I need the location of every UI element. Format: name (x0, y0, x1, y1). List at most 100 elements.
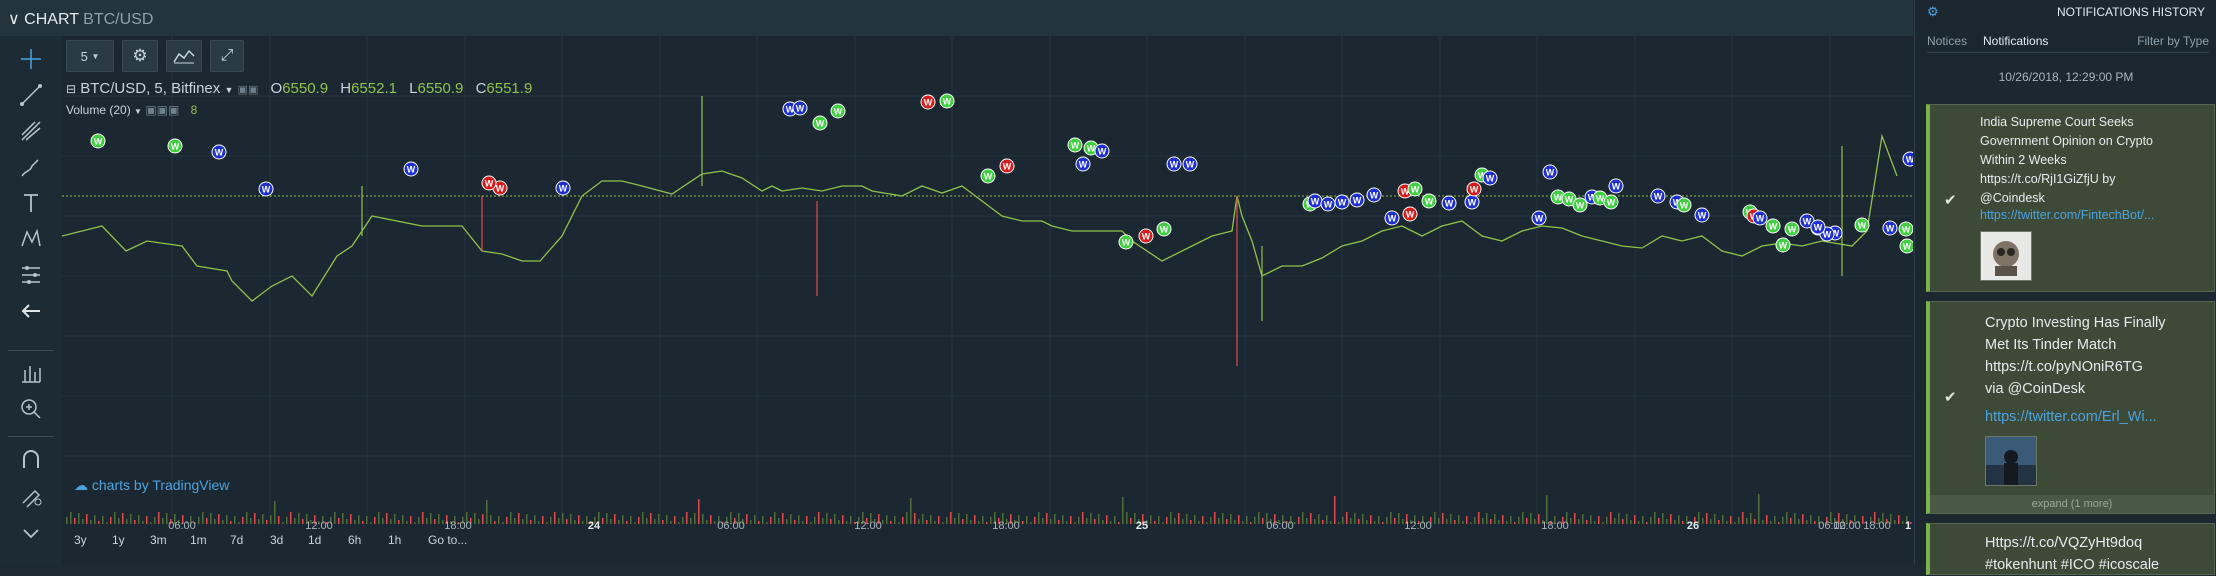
card-link[interactable]: https://twitter.com/Erl_Wi... (1985, 409, 2157, 425)
filter-by-type[interactable]: Filter by Type (2137, 34, 2209, 48)
news-marker[interactable] (1572, 197, 1588, 213)
range-button[interactable]: 3d (270, 533, 284, 547)
news-marker[interactable] (830, 103, 846, 119)
news-marker[interactable] (1402, 206, 1418, 222)
news-marker[interactable] (1531, 210, 1547, 226)
brush-tool-icon[interactable] (16, 152, 46, 182)
lock-drawings-icon[interactable] (16, 480, 46, 510)
news-marker[interactable] (1384, 210, 1400, 226)
volume-label[interactable]: Volume (20) (66, 103, 131, 117)
news-marker[interactable] (1156, 221, 1172, 237)
news-marker[interactable] (1854, 217, 1870, 233)
price-line[interactable] (62, 133, 1898, 302)
news-marker[interactable] (481, 175, 497, 191)
settings-button[interactable]: ⚙ (122, 40, 158, 72)
text-tool-icon[interactable] (16, 188, 46, 218)
instrument-label[interactable]: BTC/USD, 5, Bitfinex (80, 80, 221, 97)
range-button[interactable]: 7d (230, 533, 244, 547)
range-button[interactable]: 3y (74, 533, 87, 547)
toolbar-expand-chevron-icon[interactable] (16, 518, 46, 548)
news-marker[interactable] (1118, 234, 1134, 250)
news-marker[interactable] (1902, 151, 1913, 167)
collapse-legend-icon[interactable]: ⊟ (66, 82, 77, 96)
news-marker[interactable] (1650, 188, 1666, 204)
card-thumbnail[interactable] (1980, 231, 2032, 281)
tradingview-attribution[interactable]: ☁ charts by TradingView (74, 477, 229, 494)
back-arrow-icon[interactable] (16, 296, 46, 326)
news-marker[interactable] (1334, 194, 1350, 210)
news-marker[interactable] (1676, 197, 1692, 213)
news-marker[interactable] (939, 93, 955, 109)
news-marker[interactable] (812, 115, 828, 131)
pitchfork-tool-icon[interactable] (16, 116, 46, 146)
news-marker[interactable] (1765, 218, 1781, 234)
range-button[interactable]: 1y (112, 533, 125, 547)
news-marker[interactable] (1094, 143, 1110, 159)
news-marker[interactable] (1775, 237, 1791, 253)
news-marker[interactable] (1882, 220, 1898, 236)
news-marker[interactable] (1784, 221, 1800, 237)
range-button[interactable]: 1d (308, 533, 322, 547)
range-button[interactable]: Go to... (428, 533, 468, 547)
range-button[interactable]: 1h (388, 533, 402, 547)
notifications-settings-icon[interactable]: ⚙ (1927, 4, 1939, 19)
magnet-icon[interactable] (16, 444, 46, 474)
prediction-tool-icon[interactable] (16, 260, 46, 290)
indicators-button[interactable] (166, 40, 202, 72)
card-thumbnail[interactable] (1985, 436, 2037, 486)
tab-notifications[interactable]: Notifications (1983, 34, 2049, 48)
volume-dropdown-icon[interactable]: ▼ (134, 107, 142, 116)
news-marker[interactable] (1899, 238, 1913, 254)
news-marker[interactable] (1182, 156, 1198, 172)
news-marker[interactable] (403, 161, 419, 177)
volume-settings-icon[interactable]: ▣▣▣ (145, 103, 180, 117)
news-marker[interactable] (1898, 221, 1913, 237)
interval-select[interactable]: 5 ▼ (66, 40, 114, 72)
fullscreen-button[interactable]: ⤢ (210, 40, 244, 72)
news-marker[interactable] (1482, 170, 1498, 186)
news-marker[interactable] (1810, 219, 1826, 235)
news-marker[interactable] (1166, 156, 1182, 172)
notification-card[interactable]: ✔ India Supreme Court Seeks Government O… (1926, 104, 2215, 292)
trendline-tool-icon[interactable] (16, 80, 46, 110)
news-marker[interactable] (792, 100, 808, 116)
zoom-in-icon[interactable] (16, 394, 46, 424)
pattern-tool-icon[interactable] (16, 224, 46, 254)
news-marker[interactable] (167, 138, 183, 154)
news-marker[interactable] (1366, 187, 1382, 203)
news-marker[interactable] (1603, 194, 1619, 210)
news-marker[interactable] (90, 133, 106, 149)
tab-notices[interactable]: Notices (1927, 34, 1968, 48)
news-marker[interactable] (920, 94, 936, 110)
news-marker[interactable] (1349, 192, 1365, 208)
news-marker[interactable] (1421, 193, 1437, 209)
expand-more-button[interactable]: expand (1 more) (1930, 495, 2214, 513)
notification-card[interactable]: ✔ Crypto Investing Has Finally Met Its T… (1926, 301, 2215, 514)
news-marker[interactable] (1542, 164, 1558, 180)
crosshair-tool-icon[interactable] (16, 44, 46, 74)
news-marker[interactable] (1752, 210, 1768, 226)
measure-tool-icon[interactable] (16, 358, 46, 388)
news-marker[interactable] (1075, 156, 1091, 172)
news-marker[interactable] (1466, 181, 1482, 197)
range-button[interactable]: 1m (190, 533, 207, 547)
news-marker[interactable] (980, 168, 996, 184)
legend-settings-icon[interactable]: ▣▣ (237, 84, 259, 96)
time-axis[interactable]: 06:00 12:00 18:00 24 06:00 12:00 18:00 25 06:00 1… (62, 520, 1913, 536)
news-marker[interactable] (1608, 178, 1624, 194)
instrument-dropdown-icon[interactable]: ▼ (224, 85, 234, 95)
range-button[interactable]: 6h (348, 533, 362, 547)
card-link[interactable]: https://twitter.com/FintechBot/... (1980, 208, 2155, 222)
collapse-chevron-icon[interactable]: ∨ (8, 11, 20, 28)
news-marker[interactable] (1067, 137, 1083, 153)
news-marker[interactable] (999, 158, 1015, 174)
news-marker[interactable] (555, 180, 571, 196)
news-marker[interactable] (1138, 228, 1154, 244)
notification-card[interactable]: Https://t.co/VQZyHt9doq #tokenhunt #ICO … (1926, 523, 2215, 575)
news-marker[interactable] (258, 181, 274, 197)
news-marker[interactable] (211, 144, 227, 160)
news-marker[interactable] (1407, 181, 1423, 197)
news-marker[interactable] (1694, 207, 1710, 223)
